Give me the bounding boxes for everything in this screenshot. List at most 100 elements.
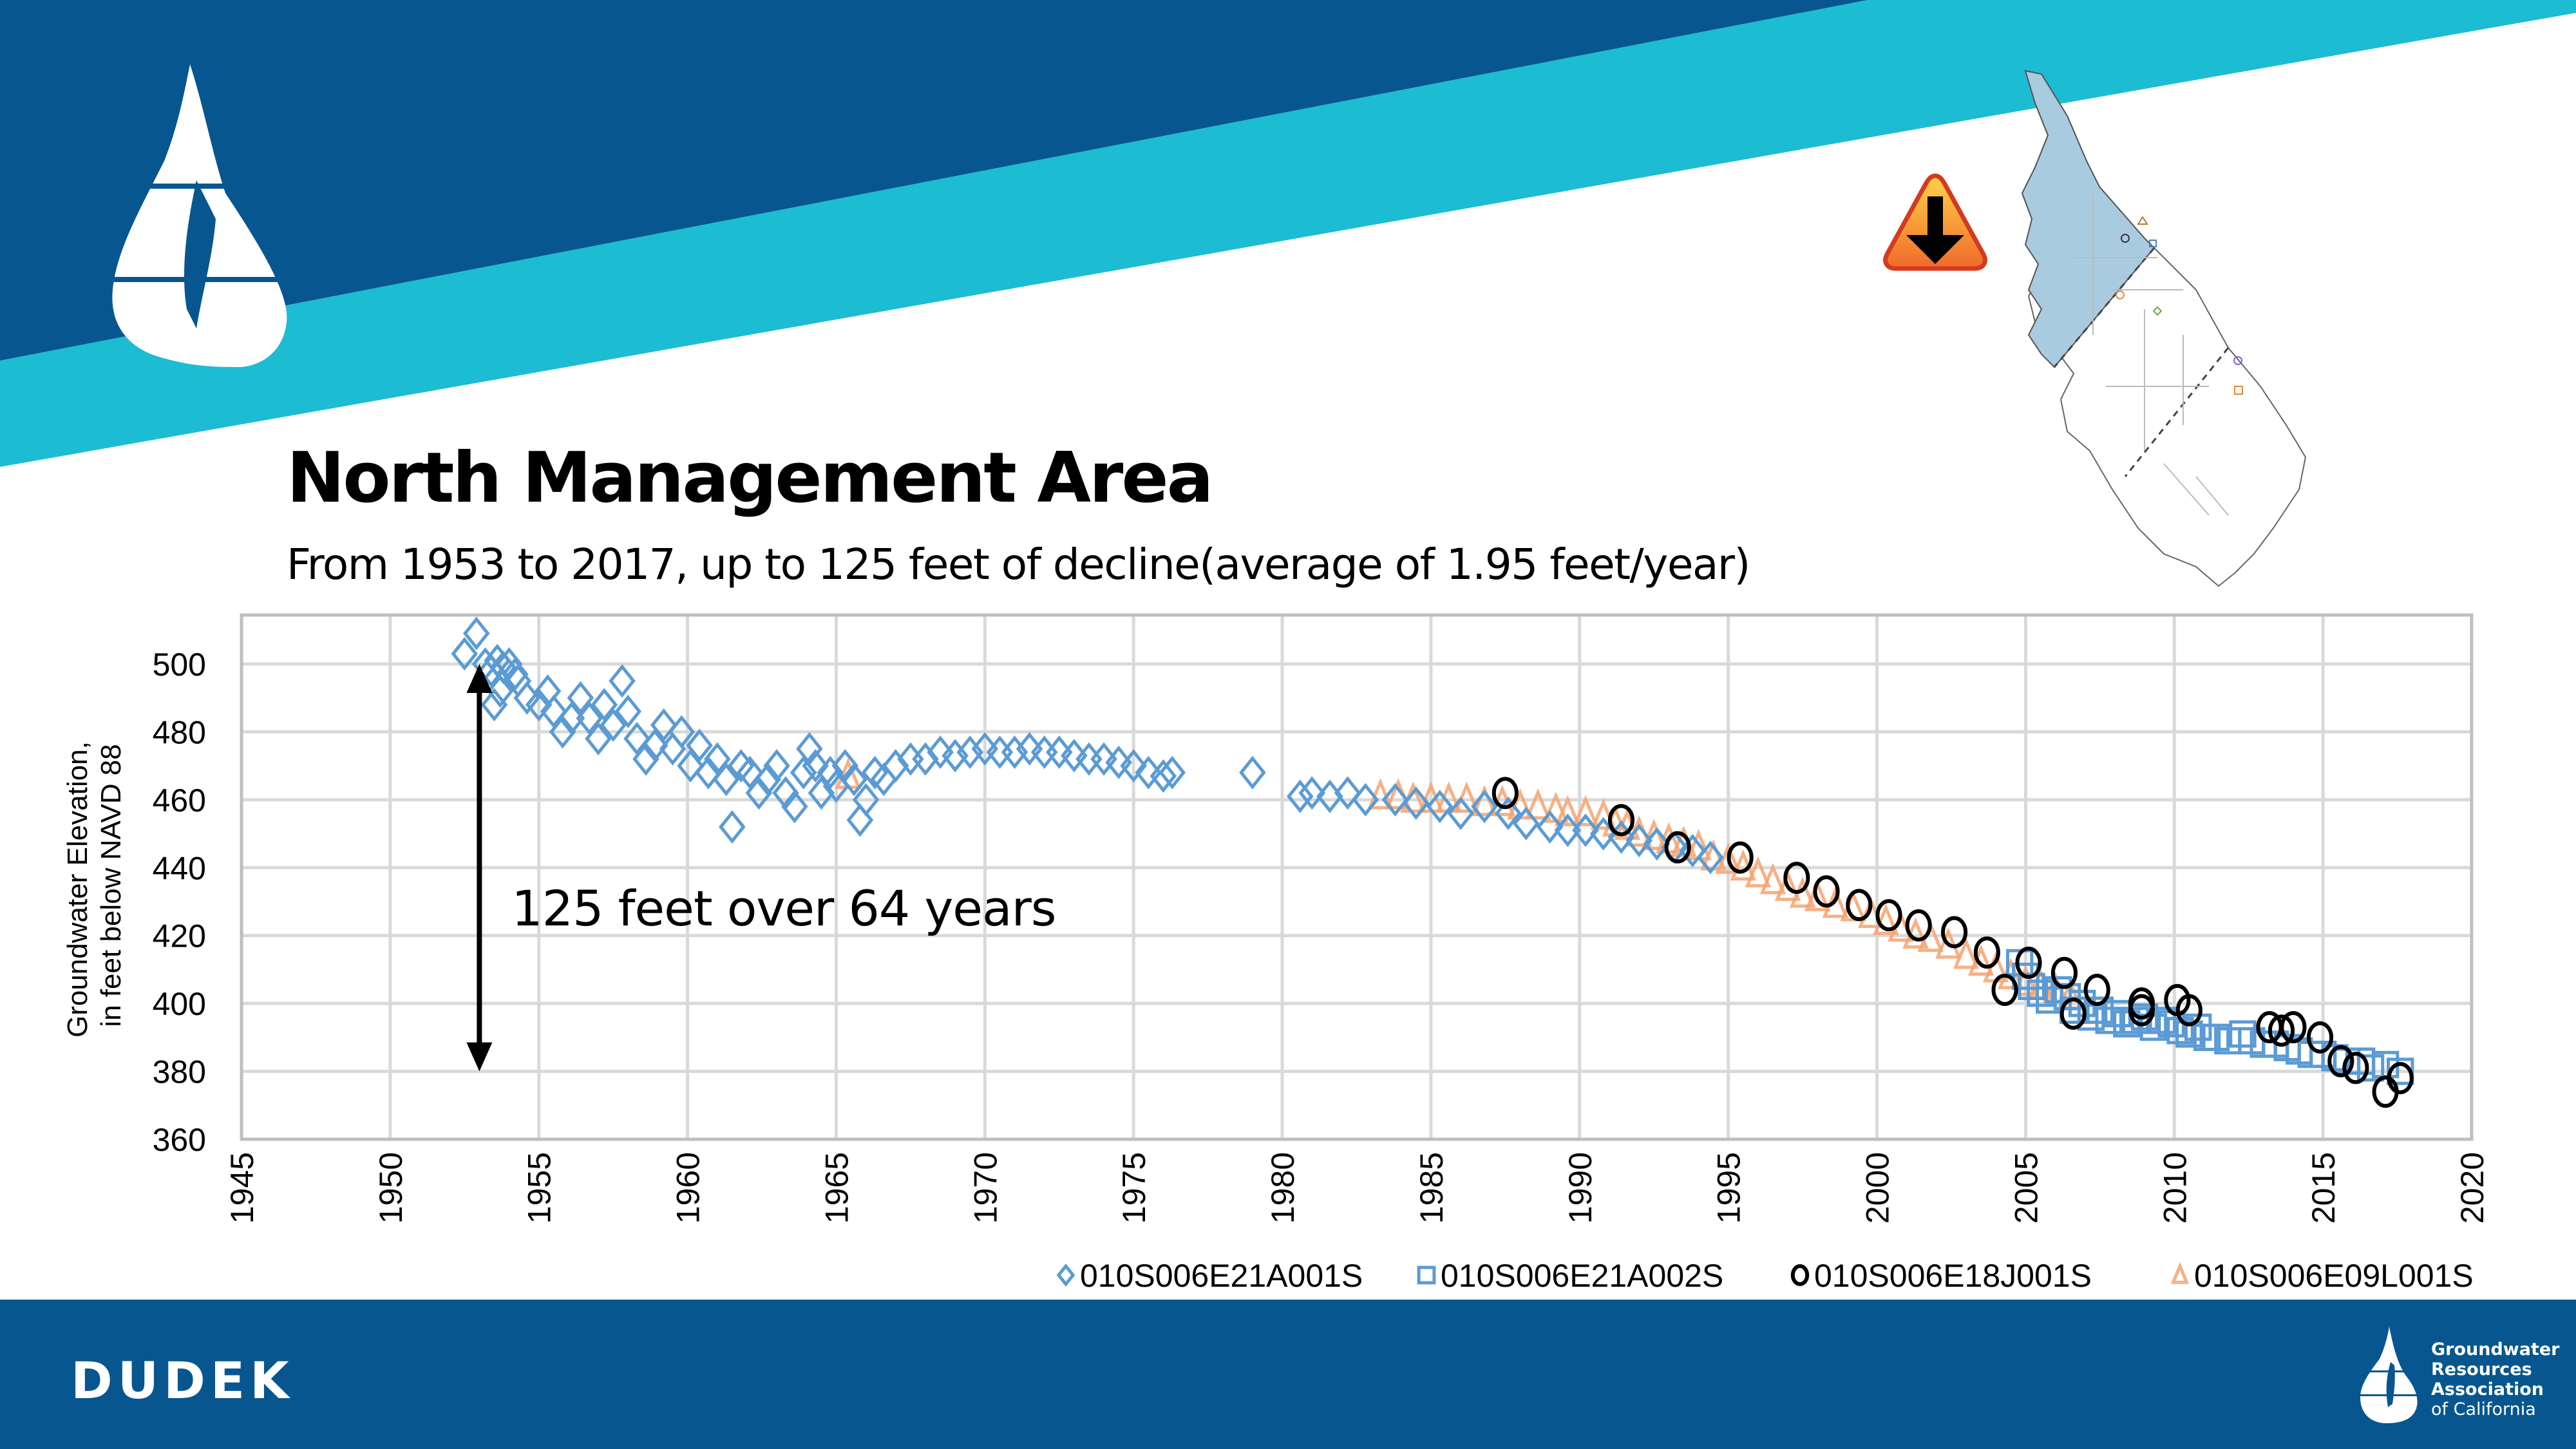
data-point <box>525 688 553 722</box>
y-axis-title-line2: in feet below NAVD 88 <box>95 744 127 1027</box>
data-point <box>1555 795 1581 827</box>
data-point <box>1846 889 1873 922</box>
decline-annotation-text: 125 feet over 64 years <box>511 880 1056 937</box>
grac-logo-text: Groundwater Resources Association of Cal… <box>2431 1340 2560 1419</box>
management-area-map <box>2021 70 2307 587</box>
data-point <box>956 735 984 770</box>
data-point <box>802 749 829 783</box>
data-point <box>2050 956 2078 989</box>
data-point <box>2095 1007 2123 1034</box>
data-point <box>1045 735 1073 770</box>
data-point <box>754 762 782 797</box>
y-tick-label: 380 <box>153 1054 206 1090</box>
grac-line-1: Groundwater <box>2431 1340 2560 1359</box>
data-point <box>609 664 636 698</box>
data-point <box>796 732 823 766</box>
data-point <box>1120 749 1148 783</box>
y-tick-label: 400 <box>153 986 206 1022</box>
data-point <box>971 732 999 766</box>
data-point <box>1715 842 1741 874</box>
x-tick-label: 1970 <box>967 1152 1003 1224</box>
legend-marker-square-icon <box>1417 1265 1436 1285</box>
legend-marker-diamond-icon <box>1056 1263 1075 1287</box>
x-tick-label: 2005 <box>2008 1152 2044 1224</box>
chart-legend: 010S006E21A001S 010S006E21A002S 010S006E18… <box>1056 1258 2474 1294</box>
x-tick-label: 1955 <box>522 1152 558 1224</box>
data-point <box>1105 745 1132 779</box>
x-tick-label: 1985 <box>1414 1152 1450 1224</box>
data-point <box>1471 784 1498 817</box>
data-point <box>712 762 740 797</box>
x-tick-label: 1950 <box>373 1152 409 1224</box>
data-point <box>2387 1062 2414 1095</box>
data-point <box>817 755 844 790</box>
data-point <box>1524 788 1551 820</box>
data-point <box>1875 899 1902 932</box>
data-point <box>1745 856 1772 887</box>
data-point <box>1554 813 1582 848</box>
data-point <box>2027 980 2054 1007</box>
data-point <box>1572 813 1599 848</box>
x-tick-label: 1980 <box>1265 1152 1301 1224</box>
data-point <box>719 810 746 844</box>
data-point <box>1016 732 1043 766</box>
data-point <box>2128 994 2155 1027</box>
data-point <box>1727 841 1754 874</box>
data-point <box>695 755 722 790</box>
data-point <box>1286 779 1314 813</box>
data-point <box>2280 1011 2307 1044</box>
data-point <box>614 694 642 728</box>
legend-label: 010S006E21A001S <box>1080 1258 1363 1294</box>
data-point <box>1352 782 1379 817</box>
data-point <box>1447 796 1474 830</box>
legend-item: 010S006E21A001S <box>1056 1258 1363 1294</box>
gridlines <box>242 615 2472 1139</box>
y-tick-label: 360 <box>153 1122 206 1158</box>
data-point <box>2342 1052 2369 1084</box>
x-tick-label: 2020 <box>2454 1152 2490 1224</box>
decline-arrow-head-down <box>466 1042 493 1072</box>
grac-drop-logo-icon <box>2360 1327 2418 1423</box>
map-north-area-fill <box>2021 70 2155 368</box>
data-point <box>540 694 567 728</box>
banner-light-band <box>0 0 2576 467</box>
decline-annotation: 125 feet over 64 years <box>466 664 1056 1072</box>
decline-arrow-head-up <box>466 664 493 693</box>
data-point <box>790 755 817 790</box>
data-point <box>2175 1020 2203 1048</box>
data-point <box>2060 997 2087 1030</box>
grac-tagline: of California <box>2431 1399 2536 1419</box>
data-point <box>1492 777 1519 810</box>
data-point <box>1090 742 1117 776</box>
data-point <box>781 790 808 824</box>
x-tick-label: 1990 <box>1562 1152 1598 1224</box>
data-point <box>591 688 618 722</box>
data-point <box>677 749 705 783</box>
legend-label: 010S006E09L001S <box>2194 1258 2474 1294</box>
y-axis-title: Groundwater Elevation, in feet below NAV… <box>62 734 127 1037</box>
data-point <box>1935 927 1962 959</box>
data-point <box>1973 936 2000 969</box>
data-point <box>576 701 603 735</box>
data-point <box>2327 1045 2354 1077</box>
x-axis-labels: 1945 1950 1955 1960 1965 1970 1975 1980 1985 1990… <box>224 1152 2490 1224</box>
data-point <box>1664 831 1691 864</box>
data-point <box>1697 840 1724 875</box>
grac-line-2: Resources <box>2431 1359 2532 1379</box>
data-point <box>1239 755 1266 790</box>
y-tick-label: 460 <box>153 782 206 819</box>
legend-label: 010S006E18J001S <box>1814 1258 2092 1294</box>
legend-item: 010S006E18J001S <box>1790 1258 2092 1294</box>
data-point <box>1135 755 1162 790</box>
grac-line-3: Association <box>2431 1379 2544 1399</box>
x-tick-label: 1965 <box>819 1152 855 1224</box>
dudek-logo: DUDEK <box>71 1352 294 1410</box>
legend-label: 010S006E21A002S <box>1441 1258 1723 1294</box>
data-point <box>912 742 939 776</box>
slide-subtitle: From 1953 to 2017, up to 125 feet of dec… <box>287 540 1750 589</box>
data-point <box>632 742 659 776</box>
legend-marker-triangle-icon <box>2170 1262 2190 1284</box>
data-point <box>1953 937 1980 969</box>
x-tick-label: 1945 <box>224 1152 260 1224</box>
data-point <box>1873 904 1899 935</box>
